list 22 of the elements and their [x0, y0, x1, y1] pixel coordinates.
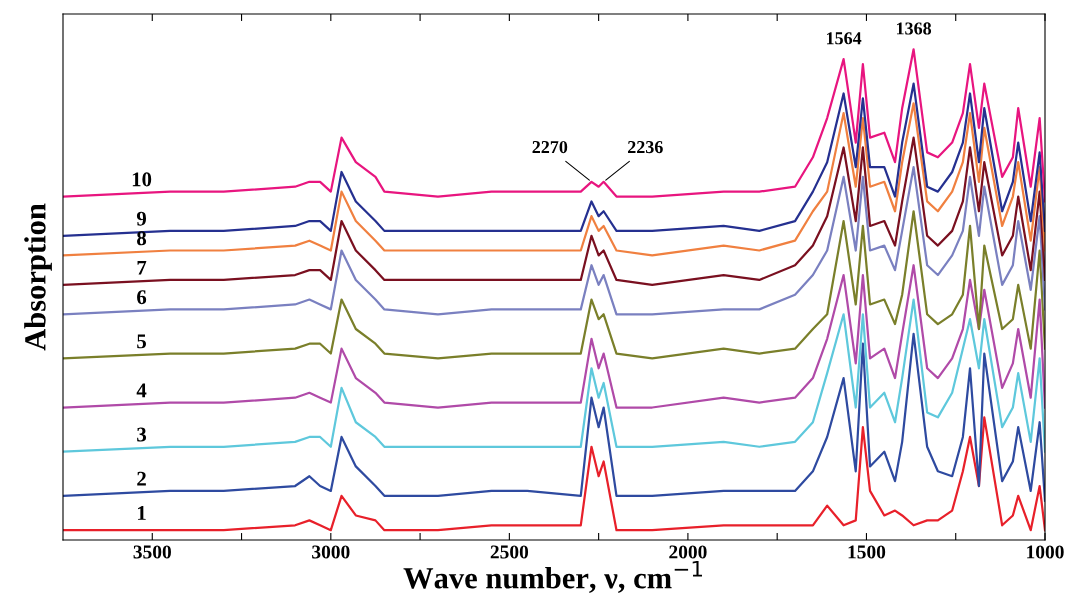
x-tick-label: 3000	[312, 545, 350, 559]
annotation: 1564	[826, 32, 862, 45]
series-label: 2	[137, 471, 146, 486]
series-label: 6	[137, 290, 147, 305]
x-tick-label: 1500	[848, 545, 886, 559]
series-label: 5	[137, 334, 147, 349]
series-label: 9	[136, 211, 147, 226]
x-tick-label: 1000	[1027, 545, 1064, 559]
series-label: 1	[138, 506, 146, 520]
x-tick-label: 3500	[133, 545, 171, 559]
x-tick-label: 2000	[669, 545, 707, 559]
series-label: 8	[137, 231, 147, 246]
series-label: 4	[136, 383, 147, 398]
series-label: 7	[137, 260, 147, 275]
y-axis-title: Absorption	[24, 203, 52, 351]
annotation: 2236	[628, 141, 663, 154]
annotation: 1368	[896, 22, 932, 35]
x-tick-label: 2500	[490, 545, 529, 559]
annotation: 2270	[532, 140, 568, 154]
series-label: 10	[132, 172, 152, 187]
series-label: 3	[137, 427, 147, 442]
x-axis-title: Wave number, ν, cm$^{−1}$	[403, 560, 702, 593]
